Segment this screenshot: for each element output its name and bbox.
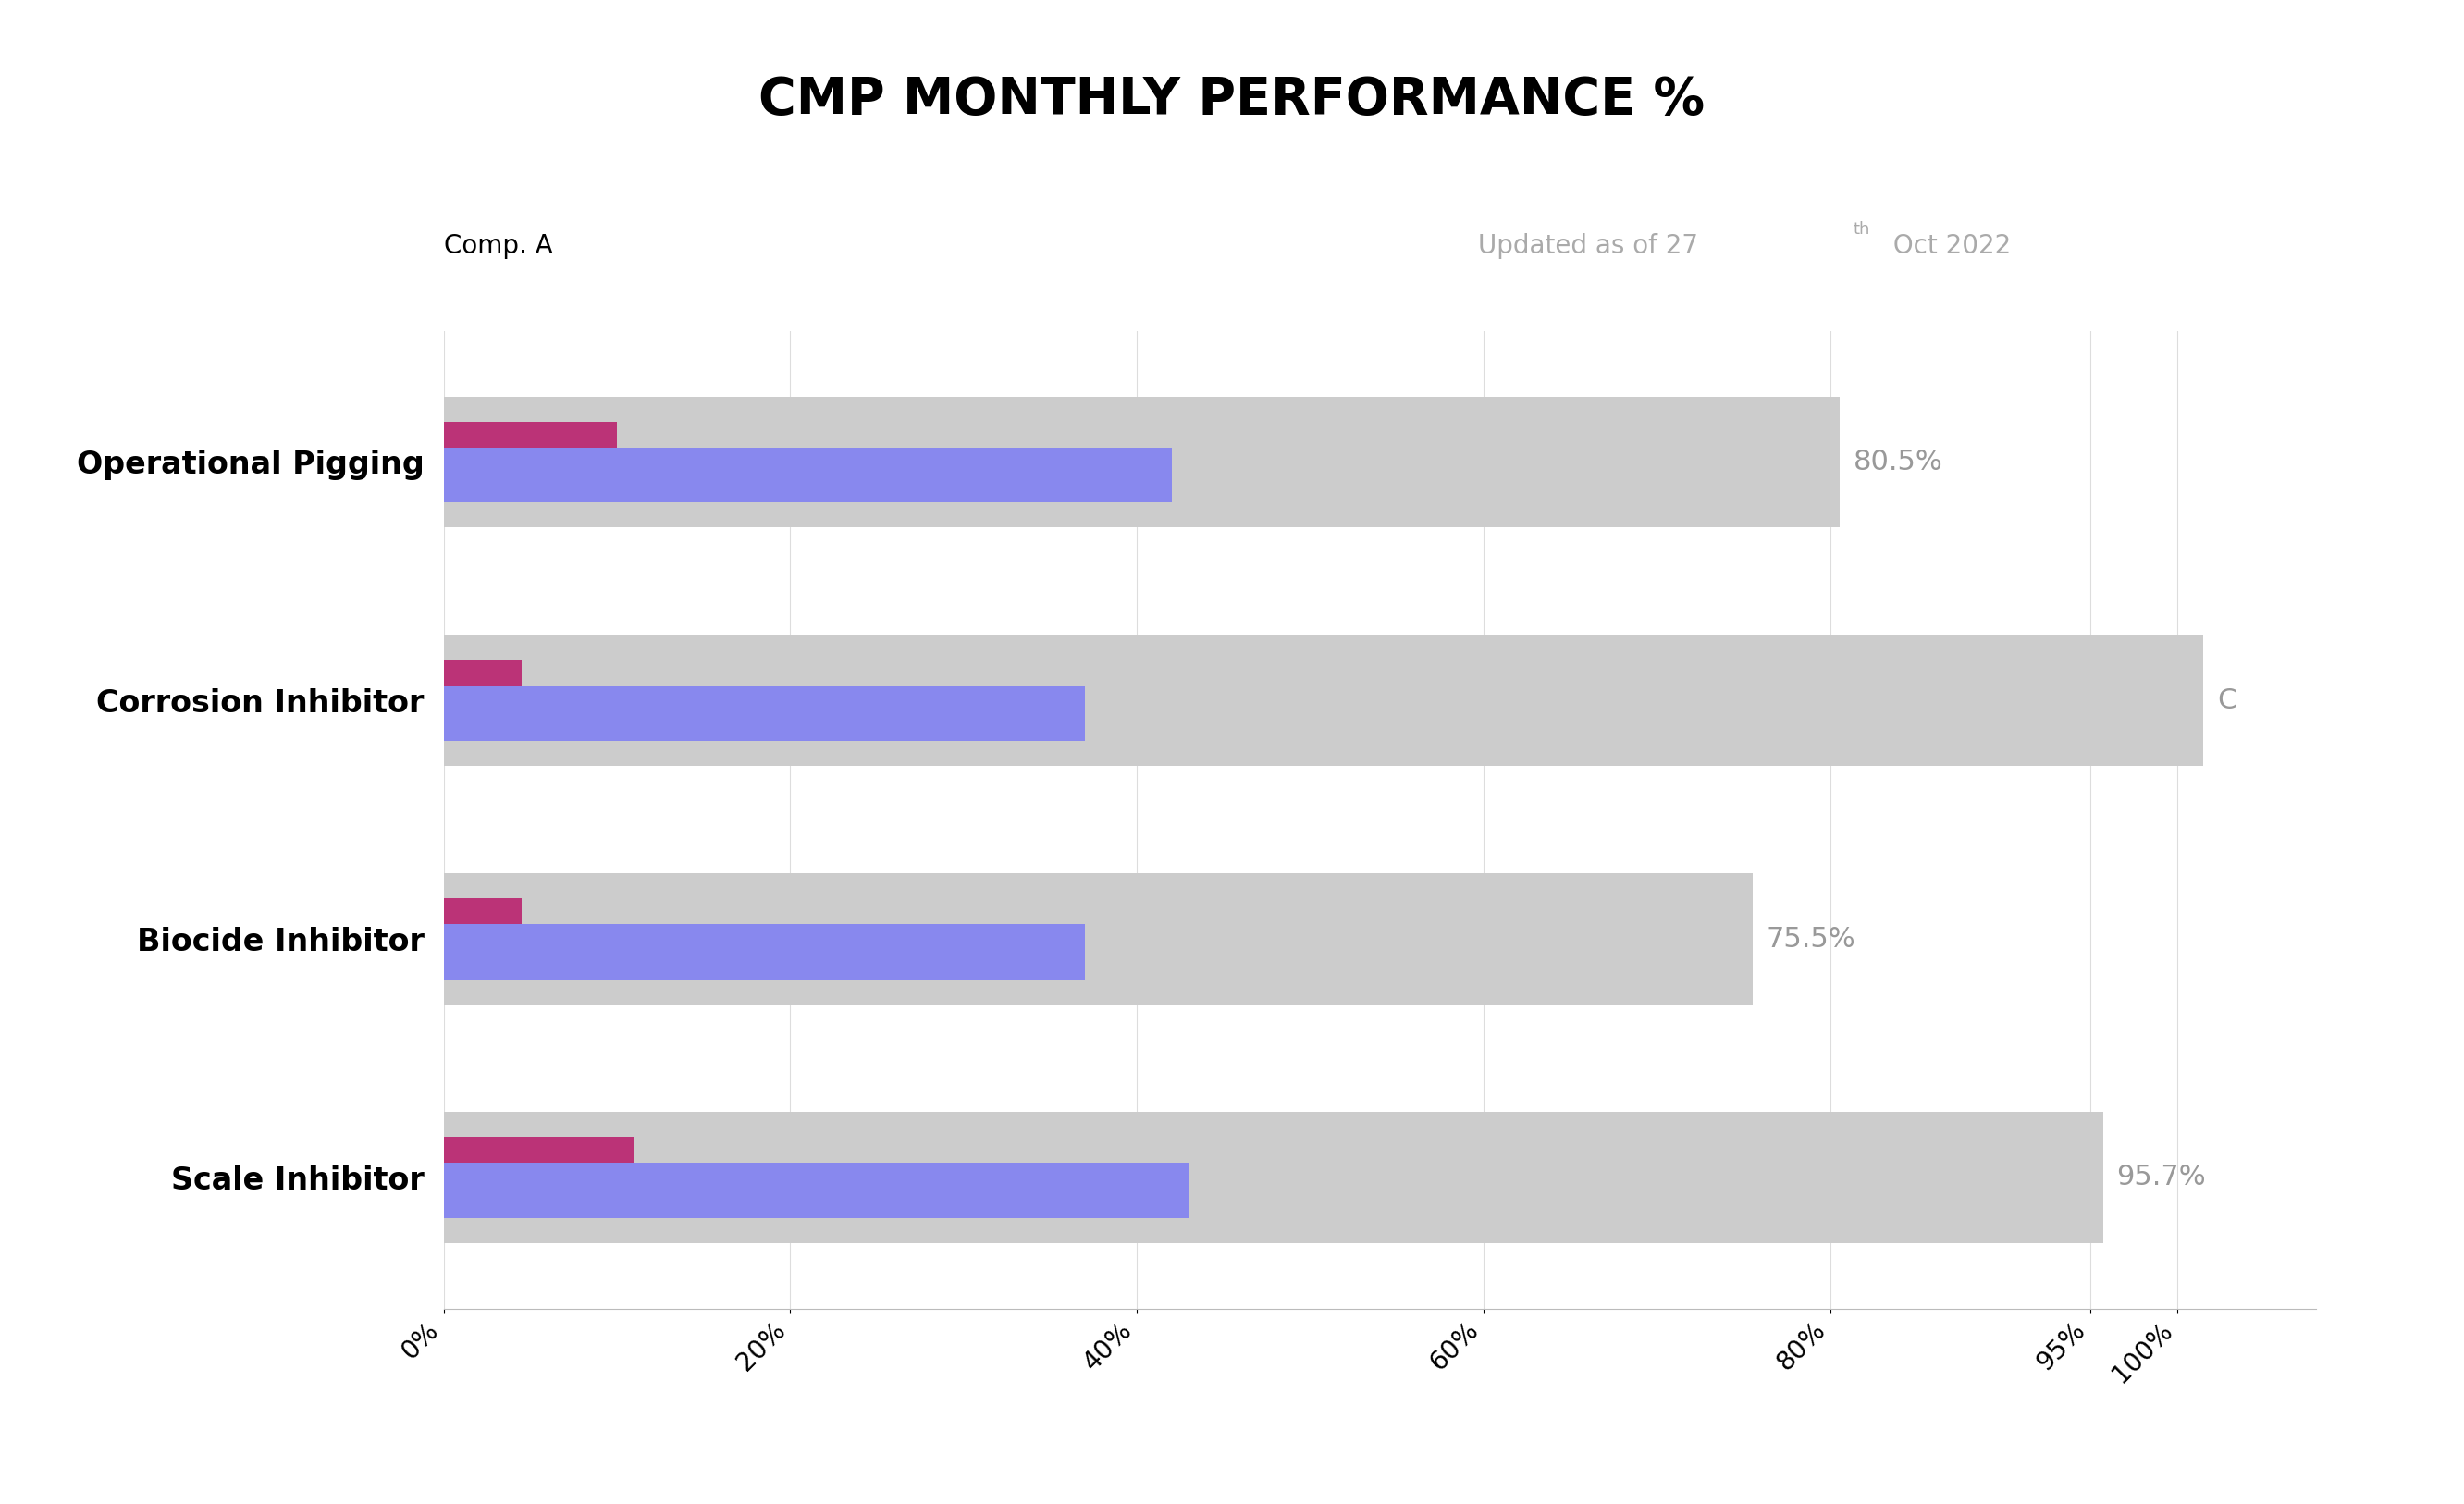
Bar [444,874,1752,1005]
Bar [444,1137,633,1191]
Bar [444,421,616,477]
Bar [444,635,2203,766]
Text: 95.7%: 95.7% [2117,1164,2205,1191]
Bar [444,1163,1190,1218]
Text: Updated as of 27: Updated as of 27 [1478,233,1698,259]
Text: CMP MONTHLY PERFORMANCE %: CMP MONTHLY PERFORMANCE % [759,75,1705,125]
Bar [444,397,1838,528]
Text: Oct 2022: Oct 2022 [1885,233,2011,259]
Bar [444,448,1173,502]
Bar [444,660,522,714]
Bar [444,925,1084,979]
Bar [444,686,1084,741]
Bar [444,1111,2102,1242]
Text: th: th [1853,221,1870,238]
Text: Comp. A: Comp. A [444,233,552,259]
Text: 75.5%: 75.5% [1767,925,1855,952]
Text: 80.5%: 80.5% [1853,448,1942,475]
Text: C: C [2218,687,2237,714]
Bar [444,898,522,954]
